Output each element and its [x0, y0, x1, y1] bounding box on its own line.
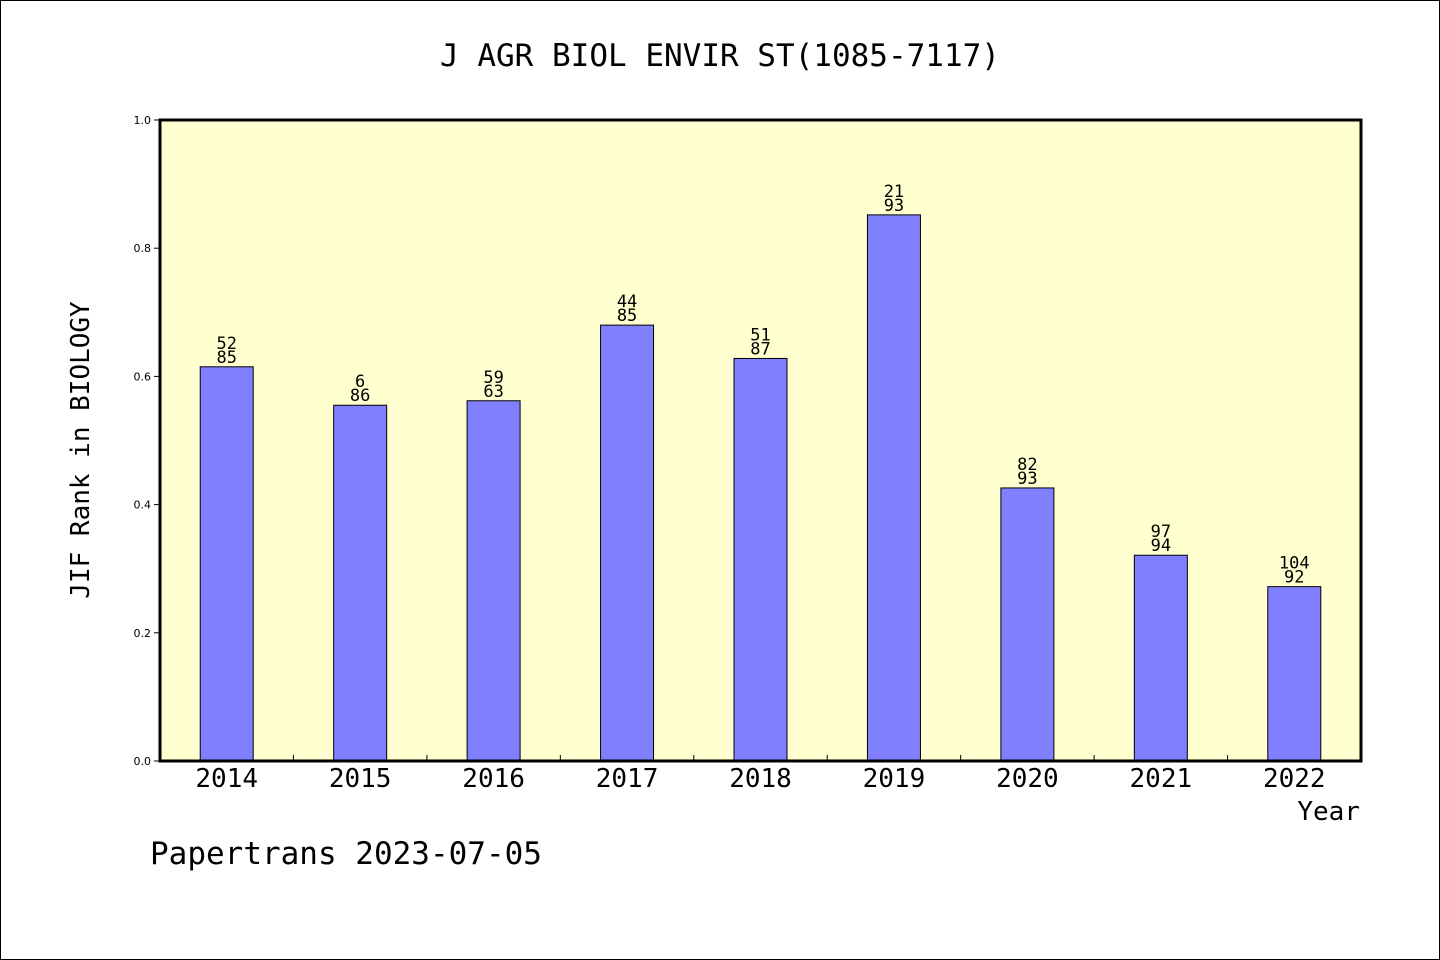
y-tick-label-0.8: 0.8 — [134, 242, 152, 255]
bar-2022 — [1267, 586, 1322, 762]
bar-label-2019-rank: 21 — [884, 182, 904, 202]
x-tick-label-2018: 2018 — [729, 764, 792, 794]
bars-layer — [199, 214, 1322, 762]
bar-label-2014-rank: 52 — [216, 334, 236, 354]
bar-label-2019-total: 93 — [884, 196, 904, 216]
bar-2014 — [199, 366, 254, 762]
bar-label-2015-total: 86 — [350, 386, 370, 406]
x-tick-label-2015: 2015 — [329, 764, 392, 794]
footer-credit: Papertrans 2023-07-05 — [150, 836, 542, 872]
bar-label-2017-total: 85 — [617, 306, 637, 326]
bar-label-2018-total: 87 — [750, 339, 770, 359]
bar-2017 — [600, 324, 655, 762]
bar-label-2016-rank: 59 — [483, 368, 503, 388]
x-tick-label-2019: 2019 — [863, 764, 926, 794]
y-tick-label-1.0: 1.0 — [134, 114, 152, 127]
bar-2021 — [1133, 554, 1188, 762]
x-axis-ticks: 2014 2015 2016 2017 2018 2019 2020 2021 2022 — [195, 755, 1326, 794]
bar-2020 — [1000, 487, 1055, 762]
bar-label-2022-rank: 104 — [1279, 554, 1310, 574]
bar-label-2020-rank: 82 — [1017, 455, 1037, 475]
y-axis-ticks: 0.0 0.2 0.4 0.6 0.8 1.0 — [134, 114, 160, 768]
y-axis-label: JIF Rank in BIOLOGY — [66, 301, 96, 599]
bar-2019 — [866, 214, 921, 762]
chart-title: J AGR BIOL ENVIR ST(1085-7117) — [440, 38, 1000, 74]
plot-border — [158, 118, 1363, 763]
bar-label-2017-rank: 44 — [617, 292, 637, 312]
bar-label-2022-total: 92 — [1284, 568, 1304, 588]
x-tick-label-2014: 2014 — [195, 764, 258, 794]
x-tick-label-2017: 2017 — [596, 764, 659, 794]
x-tick-label-2022: 2022 — [1263, 764, 1326, 794]
y-tick-label-0.4: 0.4 — [134, 499, 152, 512]
bar-2016 — [466, 400, 521, 762]
bar-2015 — [333, 404, 388, 762]
bar-label-2020-total: 93 — [1017, 469, 1037, 489]
bar-label-2014-total: 85 — [216, 348, 236, 368]
x-tick-label-2020: 2020 — [996, 764, 1059, 794]
x-tick-label-2021: 2021 — [1130, 764, 1193, 794]
bar-label-2021-total: 94 — [1151, 536, 1171, 556]
bar-label-2021-rank: 97 — [1151, 522, 1171, 542]
x-axis-label: Year — [1297, 797, 1360, 827]
x-tick-label-2016: 2016 — [462, 764, 525, 794]
bar-label-2015-rank: 6 — [355, 372, 365, 392]
bar-2018 — [733, 357, 788, 762]
y-tick-label-0.0: 0.0 — [134, 755, 152, 768]
bar-label-2016-total: 63 — [483, 382, 503, 402]
y-tick-label-0.6: 0.6 — [134, 370, 152, 383]
bar-label-2018-rank: 51 — [750, 325, 770, 345]
y-tick-label-0.2: 0.2 — [134, 627, 152, 640]
